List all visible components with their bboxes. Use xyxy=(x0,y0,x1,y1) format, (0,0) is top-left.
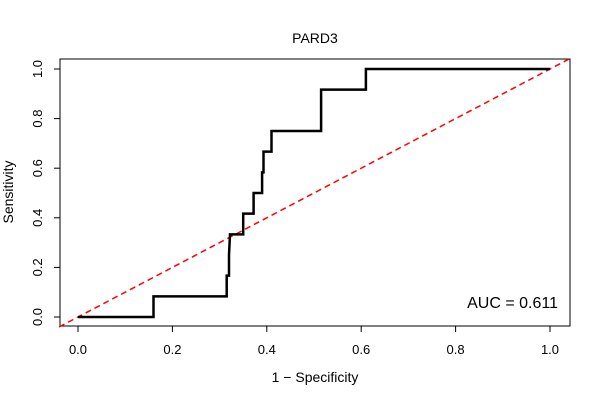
x-tick-label: 0.0 xyxy=(69,342,87,357)
chance-line xyxy=(58,58,570,328)
x-tick-label: 1.0 xyxy=(541,342,559,357)
y-tick-label: 1.0 xyxy=(30,60,45,78)
x-axis: 0.0 0.2 0.4 0.6 0.8 1.0 xyxy=(69,326,559,357)
plot-frame xyxy=(59,58,571,327)
y-tick-label: 0.6 xyxy=(30,159,45,177)
auc-annotation: AUC = 0.611 xyxy=(467,295,558,312)
roc-curve-line xyxy=(78,67,550,319)
x-tick-label: 0.8 xyxy=(447,342,465,357)
x-tick-label: 0.6 xyxy=(352,342,370,357)
x-tick-label: 0.4 xyxy=(258,342,276,357)
y-tick-label: 0.4 xyxy=(30,209,45,227)
y-axis: 0.0 0.2 0.4 0.6 0.8 1.0 xyxy=(30,60,60,326)
y-axis-label: Sensitivity xyxy=(0,160,16,223)
x-tick-label: 0.2 xyxy=(163,342,181,357)
y-tick-label: 0.8 xyxy=(30,110,45,128)
y-tick-label: 0.2 xyxy=(30,258,45,276)
x-axis-label: 1 − Specificity xyxy=(272,369,359,385)
y-tick-label: 0.0 xyxy=(30,308,45,326)
chart-title: PARD3 xyxy=(292,30,338,46)
